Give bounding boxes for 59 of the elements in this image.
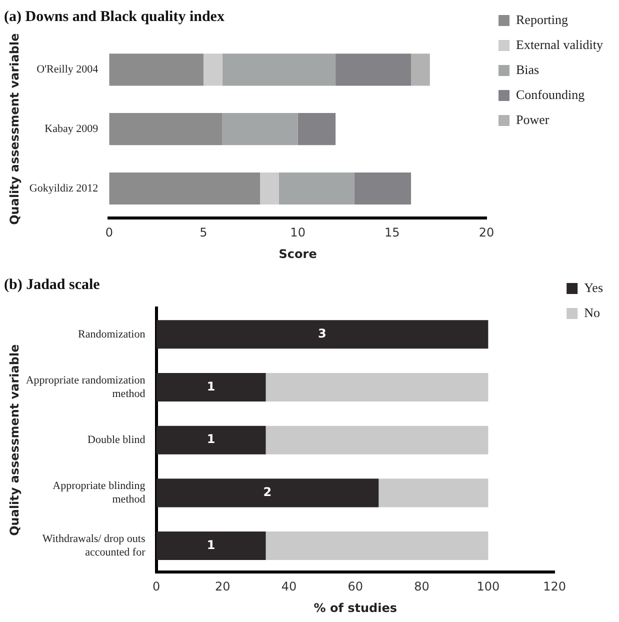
x-tick-label: 0 [105,226,113,240]
legend-label: Bias [516,62,540,77]
legend-label: Yes [584,280,604,295]
x-axis-title: % of studies [314,600,398,615]
bar [354,172,412,205]
bar [336,54,412,86]
x-tick-label: 120 [543,580,566,594]
legend-label: Power [516,112,550,127]
bar [260,172,279,205]
y-axis-title: Quality assessment variable [7,33,22,225]
x-tick-label: 15 [384,226,400,240]
y-tick-label: Withdrawals/ drop outs accounted for [42,533,146,558]
legend-label: External validity [516,36,604,52]
chart-title: (b) Jadad scale [4,276,100,293]
y-tick-label: Kabay 2009 [44,122,99,135]
annotation: 1 [206,379,216,394]
bar [156,478,379,508]
bar [266,372,488,402]
x-tick-label: 80 [414,580,430,594]
annotation: 1 [206,432,216,446]
legend-label: No [584,304,600,320]
y-tick-label: Gokyildiz 2012 [29,182,98,194]
legend-label: Reporting [516,12,568,27]
bar [378,478,488,508]
bar [298,113,336,146]
x-tick-label: 60 [348,580,364,594]
bar [156,372,266,402]
bar [266,532,488,560]
bar [266,426,488,454]
y-tick-label: Appropriate randomization method [26,374,146,400]
annotation: 1 [206,538,216,552]
bar [109,54,204,86]
annotation: 2 [263,485,272,500]
bar [278,172,354,205]
legend-label: Confounding [516,86,586,102]
y-tick-label: Appropriate blinding method [52,480,146,506]
bar [109,113,222,146]
y-axis-title: Quality assessment variable [7,344,22,536]
bar [222,113,298,146]
bar [203,54,222,86]
chart-title: (a) Downs and Black quality index [4,8,225,25]
y-tick-label: O'Reilly 2004 [36,64,99,76]
x-tick-label: 40 [281,580,297,594]
bar [222,54,336,86]
x-tick-label: 10 [290,226,306,240]
x-tick-label: 100 [476,580,500,594]
bar [156,532,266,560]
x-tick-label: 20 [215,580,230,594]
bar [156,320,488,349]
x-axis-title: Score [278,246,317,261]
x-tick-label: 5 [200,226,208,240]
y-tick-label: Randomization [78,328,146,340]
bar [411,54,430,86]
annotation: 3 [318,326,326,341]
x-tick-label: 20 [478,226,494,240]
y-tick-label: Double blind [88,434,146,446]
x-tick-label: 0 [152,580,160,594]
bar [109,172,260,205]
bar [156,426,266,454]
